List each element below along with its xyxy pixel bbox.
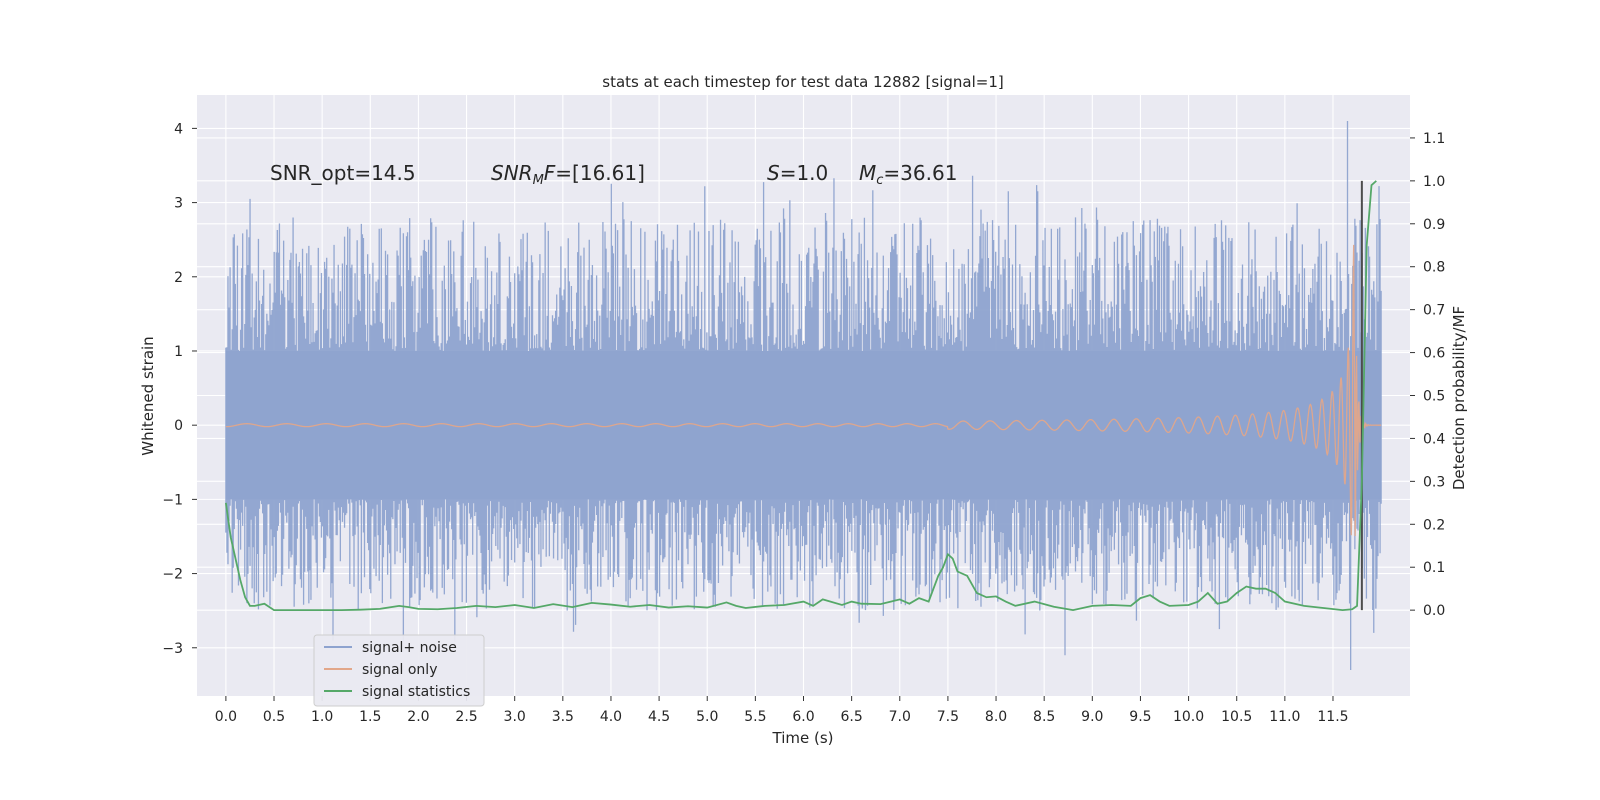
y-left-tick-label: 1: [174, 344, 183, 360]
y-right-tick-label: 0.0: [1423, 603, 1445, 619]
y-left-tick-label: 4: [174, 121, 183, 137]
y-right-tick-label: 0.7: [1423, 303, 1445, 319]
x-tick-label: 0.5: [263, 709, 285, 725]
annotation-s-var: S: [767, 161, 780, 185]
x-tick-label: 1.0: [311, 709, 333, 725]
x-tick-label: 4.5: [648, 709, 670, 725]
signal-noise-series: [225, 121, 1382, 670]
annotation-mc-var: M: [859, 161, 876, 185]
annotation-mc-sub: c: [876, 173, 883, 188]
signal-noise-line: [225, 121, 1382, 670]
y-right-tick-label: 1.0: [1423, 174, 1445, 190]
legend: signal+ noise signal only signal statist…: [313, 634, 485, 707]
x-tick-label: 7.5: [937, 709, 959, 725]
y-right-tick-label: 0.3: [1423, 474, 1445, 490]
y-right-tick-label: 0.4: [1423, 431, 1445, 447]
x-tick-label: 7.0: [889, 709, 911, 725]
x-tick-label: 3.0: [504, 709, 526, 725]
y-left-axis-label: Whitened strain: [139, 336, 157, 455]
x-axis-label: Time (s): [772, 729, 834, 747]
y-right-tick-label: 0.8: [1423, 260, 1445, 276]
x-tick-label: 0.0: [215, 709, 237, 725]
signal-statistics-line: [224, 180, 1377, 612]
y-right-axis-ticks: 1.1 1.0 0.9 0.8 0.7 0.6 0.5 0.4 0.3 0.2 0.1 0.0: [1410, 131, 1445, 619]
y-left-tick-label: −1: [162, 492, 183, 508]
x-tick-label: 11.0: [1269, 709, 1300, 725]
y-left-tick-label: 0: [174, 418, 183, 434]
y-right-tick-label: 0.6: [1423, 346, 1445, 362]
annotation-snr-opt: SNR_opt=14.5: [270, 161, 416, 185]
y-left-axis-ticks: 4 3 2 1 0 −1 −2 −3: [162, 121, 197, 657]
x-tick-label: 2.0: [407, 709, 429, 725]
legend-label-signal-noise: signal+ noise: [362, 640, 457, 656]
annotation-mc: Mc=36.61: [859, 161, 957, 188]
annotation-snr-mf: SNRMF=[16.61]: [491, 161, 645, 188]
y-right-axis-label: Detection probability/MF: [1450, 306, 1468, 490]
y-right-tick-label: 0.1: [1423, 560, 1445, 576]
x-tick-label: 5.5: [744, 709, 766, 725]
annotation-mc-value: =36.61: [883, 161, 957, 185]
annotation-snr-mf-var: SNR: [491, 161, 533, 185]
annotation-snr-mf-sub: M: [533, 173, 544, 188]
y-right-tick-label: 0.5: [1423, 389, 1445, 405]
y-left-tick-label: −3: [162, 641, 183, 657]
y-right-tick-label: 0.2: [1423, 517, 1445, 533]
x-tick-label: 10.5: [1221, 709, 1252, 725]
y-left-tick-label: 2: [174, 270, 183, 286]
x-tick-label: 10.0: [1173, 709, 1204, 725]
x-tick-label: 11.5: [1317, 709, 1348, 725]
x-tick-label: 5.0: [696, 709, 718, 725]
x-axis-ticks: 0.0 0.5 1.0 1.5 2.0 2.5 3.0 3.5 4.0 4.5 5.0 5.5 6.0 6…: [215, 696, 1349, 725]
signal-only-line: [225, 244, 1382, 536]
x-tick-label: 9.5: [1129, 709, 1151, 725]
signal-statistics-series: [224, 180, 1377, 612]
legend-label-signal-statistics: signal statistics: [362, 684, 470, 700]
annotation-snr-mf-value: =[16.61]: [555, 161, 645, 185]
x-tick-label: 2.5: [455, 709, 477, 725]
x-tick-label: 9.0: [1081, 709, 1103, 725]
y-left-tick-label: −2: [162, 567, 183, 583]
signal-only-series: [225, 244, 1382, 536]
x-tick-label: 8.5: [1033, 709, 1055, 725]
y-right-tick-label: 0.9: [1423, 217, 1445, 233]
x-tick-label: 8.0: [985, 709, 1007, 725]
legend-box: [313, 634, 485, 707]
x-tick-label: 6.5: [841, 709, 863, 725]
annotation-s-value: =1.0: [780, 161, 829, 185]
x-tick-label: 3.5: [552, 709, 574, 725]
legend-label-signal-only: signal only: [362, 662, 437, 678]
annotation-s: S=1.0: [767, 161, 828, 185]
y-left-tick-label: 3: [174, 196, 183, 212]
chart-title: stats at each timestep for test data 128…: [602, 73, 1003, 91]
annotation-snr-mf-var2: F: [544, 161, 556, 185]
x-tick-label: 6.0: [792, 709, 814, 725]
x-tick-label: 4.0: [600, 709, 622, 725]
x-tick-label: 1.5: [359, 709, 381, 725]
y-right-tick-label: 1.1: [1423, 131, 1445, 147]
